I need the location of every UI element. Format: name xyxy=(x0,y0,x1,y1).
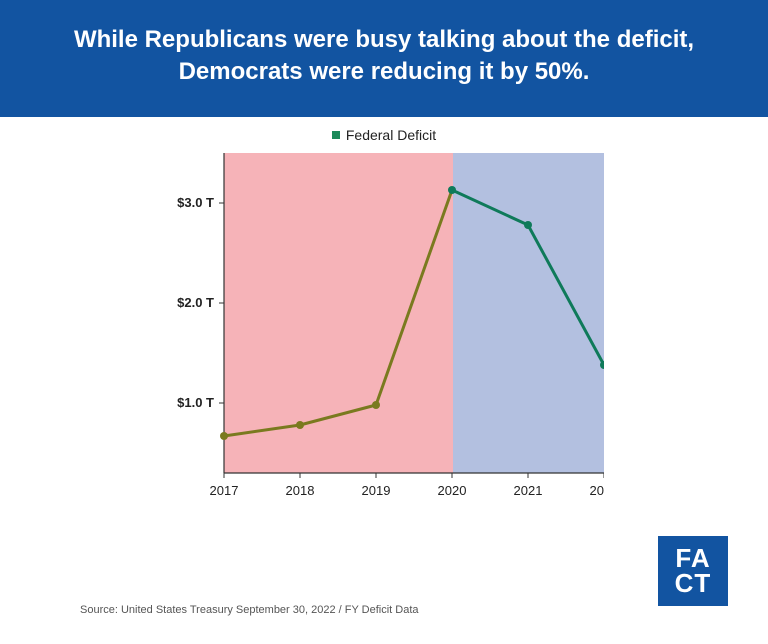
svg-text:2021: 2021 xyxy=(514,483,543,498)
headline-line1: While Republicans were busy talking abou… xyxy=(74,26,694,53)
svg-text:$3.0 T: $3.0 T xyxy=(177,195,214,210)
header-banner: While Republicans were busy talking abou… xyxy=(0,0,768,117)
svg-text:$2.0 T: $2.0 T xyxy=(177,295,214,310)
svg-text:2017: 2017 xyxy=(210,483,239,498)
legend-marker-icon xyxy=(332,131,340,139)
svg-text:2018: 2018 xyxy=(286,483,315,498)
svg-text:2022: 2022 xyxy=(590,483,604,498)
headline: While Republicans were busy talking abou… xyxy=(40,24,728,89)
source-citation: Source: United States Treasury September… xyxy=(80,604,419,616)
headline-line2: Democrats were reducing it by 50%. xyxy=(179,58,590,85)
chart-container: $1.0 T $2.0 T $3.0 T 2017 2018 2019 2020 2021 20… xyxy=(0,143,768,513)
svg-text:2020: 2020 xyxy=(438,483,467,498)
chart-legend: Federal Deficit xyxy=(0,127,768,143)
svg-text:$1.0 T: $1.0 T xyxy=(177,395,214,410)
legend-label: Federal Deficit xyxy=(346,127,436,143)
svg-text:2019: 2019 xyxy=(362,483,391,498)
fact-logo: FA CT xyxy=(658,536,728,606)
logo-line2: CT xyxy=(675,571,712,596)
deficit-line-chart: $1.0 T $2.0 T $3.0 T 2017 2018 2019 2020 2021 20… xyxy=(164,143,604,513)
